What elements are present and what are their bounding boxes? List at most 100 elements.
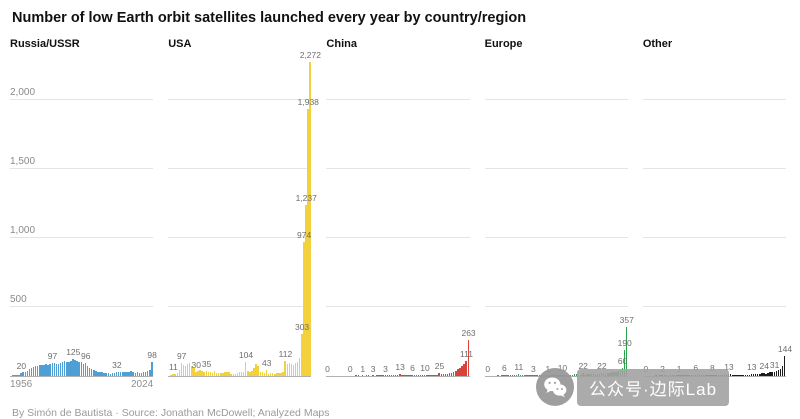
value-label: 10 — [557, 362, 568, 373]
value-label: 263 — [461, 327, 476, 338]
panel-title: Russia/USSR — [10, 38, 80, 50]
bar — [509, 375, 511, 376]
gridline — [10, 99, 154, 100]
bar — [113, 372, 116, 376]
bar — [255, 364, 257, 376]
bar — [761, 373, 763, 376]
bar — [226, 371, 228, 376]
gridline — [326, 237, 470, 238]
value-label: 190 — [617, 337, 632, 348]
x-axis: 1956 2024 — [10, 379, 153, 392]
x-axis — [326, 379, 469, 392]
bar — [771, 372, 773, 376]
bar — [209, 372, 212, 376]
bar — [524, 375, 526, 376]
bar — [517, 374, 520, 376]
bar — [18, 374, 20, 376]
bar — [182, 364, 185, 376]
value-label: 3 — [383, 363, 388, 374]
bar — [22, 372, 24, 376]
watermark: 公众号·边际Lab — [536, 368, 730, 406]
bar — [438, 372, 440, 376]
y-axis-label: 1,000 — [10, 225, 36, 236]
bar — [197, 371, 199, 376]
plot-area: 11 97 30 35 104 43 112 303 974 1,237 1,938 2,272 — [168, 50, 321, 377]
bar — [244, 361, 247, 376]
plot-area: 0 0 1 3 3 13 6 10 25 111 263 — [325, 60, 476, 377]
bar — [365, 375, 368, 376]
bar — [34, 365, 37, 376]
bar — [396, 375, 399, 376]
bar — [115, 371, 118, 376]
bar — [224, 372, 226, 376]
bar — [750, 374, 753, 376]
value-label: 25 — [434, 360, 445, 371]
value-label: 30 — [191, 359, 201, 370]
bar — [24, 371, 26, 376]
bar — [507, 375, 509, 376]
value-label: 1,938 — [297, 96, 319, 107]
bar — [36, 366, 39, 376]
gridline — [484, 168, 628, 169]
value-label: 22 — [597, 360, 607, 371]
bar — [20, 373, 22, 376]
gridline — [168, 237, 312, 238]
bar — [30, 368, 33, 376]
bar — [90, 369, 93, 376]
bar — [444, 373, 447, 376]
bar — [403, 375, 405, 376]
bar — [238, 372, 241, 376]
bar — [455, 371, 457, 376]
bar — [136, 372, 139, 376]
bar — [220, 373, 222, 376]
bar — [178, 370, 181, 376]
bar — [380, 375, 382, 376]
bar — [251, 371, 253, 376]
bar — [111, 373, 114, 376]
bar — [97, 371, 99, 376]
bar — [307, 108, 309, 376]
bar — [453, 372, 455, 376]
bar — [84, 362, 87, 376]
wechat-icon — [536, 368, 574, 406]
bar — [413, 375, 416, 376]
bar — [729, 374, 732, 376]
bar — [288, 363, 291, 376]
bar — [57, 363, 60, 376]
bar — [201, 371, 203, 376]
bar — [86, 365, 89, 376]
bar — [276, 373, 278, 376]
value-label: 144 — [777, 344, 793, 355]
bar — [146, 371, 149, 376]
bar — [783, 356, 786, 376]
source-credit: By Simón de Bautista · Source: Jonathan … — [12, 407, 330, 419]
bar — [382, 375, 384, 376]
bar — [532, 375, 534, 376]
value-label: 98 — [147, 350, 157, 361]
value-label: 0 — [485, 364, 491, 374]
bar — [407, 375, 409, 376]
bar — [419, 375, 422, 376]
bar — [459, 367, 461, 376]
x-axis-label-start: 1956 — [10, 379, 33, 390]
bar — [82, 363, 85, 376]
bar — [207, 371, 210, 376]
bar — [519, 375, 522, 376]
bar — [303, 241, 305, 376]
bar — [442, 374, 445, 376]
bar — [180, 362, 183, 376]
bar — [411, 375, 413, 376]
bar — [528, 375, 530, 376]
bar — [505, 375, 507, 376]
bar — [242, 372, 245, 376]
bar — [32, 366, 35, 376]
value-label: 2,272 — [299, 50, 321, 61]
value-label: 13 — [724, 362, 734, 373]
bar — [74, 360, 76, 376]
panel-title: China — [326, 38, 357, 50]
gridline — [326, 99, 470, 100]
bar — [446, 373, 449, 376]
bar — [130, 371, 132, 376]
bar — [203, 372, 205, 376]
bar — [253, 368, 255, 376]
